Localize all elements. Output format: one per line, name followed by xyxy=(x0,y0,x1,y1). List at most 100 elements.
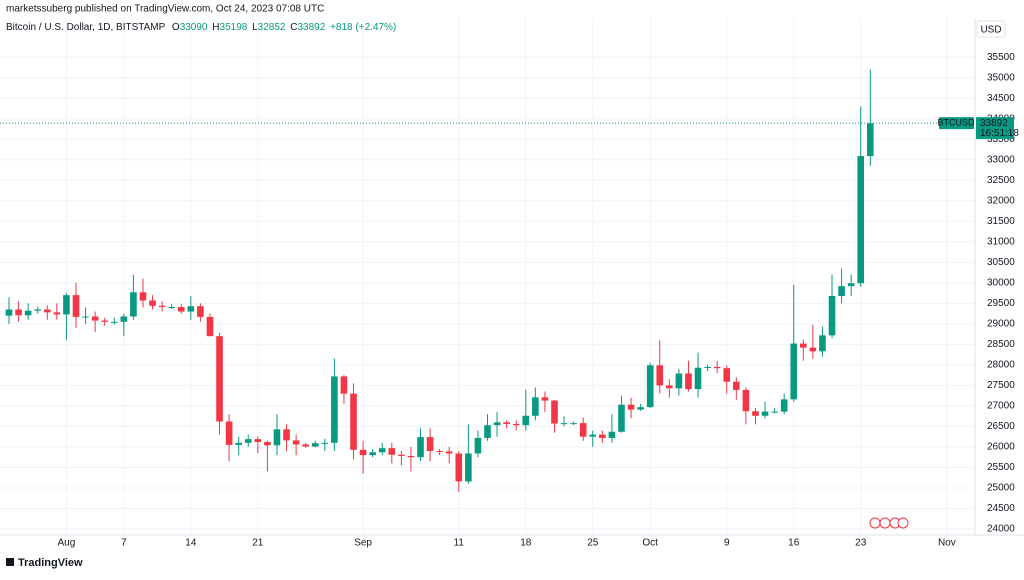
candle-body xyxy=(532,397,539,416)
candle-body xyxy=(512,423,520,426)
candle-body xyxy=(608,431,616,438)
candle-body xyxy=(752,411,759,416)
candle-body xyxy=(5,309,13,316)
candle-body xyxy=(465,453,472,482)
x-tick-label: 9 xyxy=(724,538,730,549)
candle-body xyxy=(168,307,175,309)
event-icon xyxy=(879,517,891,529)
event-icon xyxy=(897,517,909,529)
brand: TradingView xyxy=(18,557,83,569)
candle-body xyxy=(637,407,644,410)
candle-body xyxy=(723,368,731,382)
candle-body xyxy=(63,295,70,315)
candle-body xyxy=(292,440,300,445)
candle-body xyxy=(369,452,376,456)
ohlc-label: C xyxy=(290,22,297,33)
candle-body xyxy=(91,316,99,321)
candle-body xyxy=(158,305,166,308)
candle-body xyxy=(713,366,721,369)
candle-body xyxy=(847,283,855,287)
candle-body xyxy=(599,434,606,438)
publish-note: marketssuberg published on TradingView.c… xyxy=(6,4,324,15)
candle-body xyxy=(742,389,750,412)
candle-body xyxy=(321,442,329,444)
y-tick-label: 24000 xyxy=(987,524,1015,535)
y-tick-label: 26500 xyxy=(987,421,1015,432)
candle-body xyxy=(350,393,357,450)
currency-box xyxy=(976,20,1006,38)
candle-body xyxy=(302,444,309,447)
candle-body xyxy=(34,309,42,311)
y-tick-label: 24500 xyxy=(987,503,1015,514)
candle-body xyxy=(656,365,664,386)
candle-body xyxy=(216,336,223,422)
candle-body xyxy=(694,367,702,390)
ohlc-label: O xyxy=(172,22,180,33)
candle-body xyxy=(120,316,128,322)
y-tick-label: 30500 xyxy=(987,257,1015,268)
candle-body xyxy=(72,295,80,317)
candle-body xyxy=(867,123,874,157)
candle-body xyxy=(43,309,51,313)
candle-body xyxy=(264,442,271,446)
candle-body xyxy=(819,335,826,352)
candle-body xyxy=(417,437,424,458)
y-tick-label: 32000 xyxy=(987,195,1015,206)
ohlc-value: 35198 xyxy=(220,22,248,33)
legend: Bitcoin / U.S. Dollar, 1D, BITSTAMP O330… xyxy=(6,22,396,33)
candle-body xyxy=(101,320,108,322)
x-tick-label: 14 xyxy=(185,538,197,549)
candle-body xyxy=(704,366,711,368)
y-tick-label: 31500 xyxy=(987,216,1015,227)
y-tick-label: 33500 xyxy=(987,134,1015,145)
candle-body xyxy=(388,448,396,455)
candle-body xyxy=(780,399,788,412)
ohlc-label: L xyxy=(252,22,258,33)
candle-body xyxy=(685,373,692,390)
candle-body xyxy=(235,442,242,445)
brand-logo: TradingView xyxy=(6,557,83,569)
candle-body xyxy=(53,312,61,315)
candle-body xyxy=(225,421,233,445)
event-icon xyxy=(869,517,881,529)
y-tick-label: 33000 xyxy=(987,154,1015,165)
y-tick-label: 35000 xyxy=(987,72,1015,83)
candle-body xyxy=(149,300,156,306)
y-tick-label: 34500 xyxy=(987,93,1015,104)
x-tick-label: 25 xyxy=(587,538,599,549)
symbol-name: BTCUSD xyxy=(937,118,975,128)
event-icons xyxy=(869,517,909,529)
x-tick-label: Oct xyxy=(642,538,658,549)
currency: USD xyxy=(980,25,1001,36)
price-tag xyxy=(976,117,1014,140)
candle-body xyxy=(82,316,89,318)
candle-body xyxy=(331,376,338,443)
candle-body xyxy=(206,316,214,337)
candle-body xyxy=(589,434,597,437)
candle-body xyxy=(790,343,798,400)
candle-body xyxy=(771,411,778,413)
candle-body xyxy=(283,429,290,441)
y-tick-label: 25500 xyxy=(987,462,1015,473)
candle-body xyxy=(340,376,348,394)
y-tick-label: 28000 xyxy=(987,360,1015,371)
x-tick-label: 21 xyxy=(252,538,264,549)
x-tick-label: 16 xyxy=(788,538,800,549)
candle-body xyxy=(666,385,673,389)
x-tick-label: 7 xyxy=(121,538,127,549)
candle-body xyxy=(503,422,510,424)
y-tick-label: 29000 xyxy=(987,319,1015,330)
y-tick-label: 32500 xyxy=(987,175,1015,186)
candle-body xyxy=(398,454,405,456)
candle-body xyxy=(244,439,252,443)
ohlc-label: H xyxy=(212,22,219,33)
y-tick-label: 35500 xyxy=(987,52,1015,63)
candle-body xyxy=(407,455,415,458)
candle-body xyxy=(579,423,587,437)
candle-body xyxy=(800,343,807,348)
y-tick-label: 29500 xyxy=(987,298,1015,309)
plot: 24000 24500 25000 25500 26000 26500 27000 27500… xyxy=(0,18,1015,549)
candle-body xyxy=(24,310,32,316)
candle-body xyxy=(857,156,865,284)
